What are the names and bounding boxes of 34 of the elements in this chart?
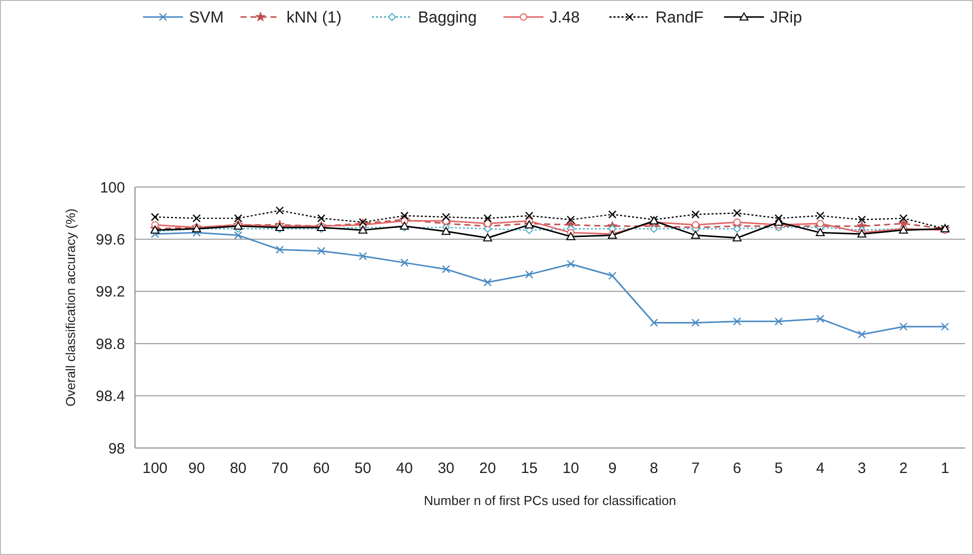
x-tick-label: 10: [562, 460, 580, 477]
legend-label: Bagging: [418, 10, 477, 27]
legend-label: J.48: [550, 10, 580, 27]
y-tick-label: 98.8: [96, 336, 125, 353]
x-tick-label: 6: [732, 460, 742, 477]
x-tick-label: 9: [608, 460, 617, 477]
x-tick-label: 4: [816, 460, 824, 477]
y-tick-label: 98: [108, 440, 125, 458]
x-tick-label: 40: [396, 460, 413, 477]
y-axis-title: Overall classification accuracy (%): [63, 208, 78, 406]
legend-label: RandF: [656, 10, 704, 27]
x-axis-title: Number n of first PCs used for classification: [424, 493, 676, 508]
legend-label: kNN (1): [286, 10, 342, 27]
x-tick-label: 20: [479, 460, 496, 477]
x-tick-label: 50: [354, 460, 372, 477]
x-tick-label: 70: [271, 460, 288, 477]
legend-label: SVM: [189, 10, 224, 27]
x-tick-label: 30: [438, 460, 454, 477]
x-tick-label: 3: [858, 460, 866, 477]
y-tick-label: 98.4: [96, 388, 125, 406]
x-tick-label: 100: [142, 460, 168, 477]
x-tick-label: 80: [230, 460, 246, 477]
y-tick-label: 100: [100, 179, 125, 196]
y-tick-label: 99.2: [96, 284, 125, 301]
x-tick-label: 5: [774, 460, 783, 477]
legend-label: JRip: [770, 10, 802, 27]
y-tick-label: 99.6: [96, 231, 125, 248]
x-tick-label: 8: [650, 460, 658, 477]
x-tick-label: 1: [940, 460, 950, 477]
x-tick-label: 15: [520, 460, 538, 477]
x-tick-label: 7: [691, 460, 700, 477]
x-tick-label: 90: [188, 460, 205, 477]
x-tick-label: 2: [899, 460, 908, 477]
x-tick-label: 60: [312, 460, 330, 477]
